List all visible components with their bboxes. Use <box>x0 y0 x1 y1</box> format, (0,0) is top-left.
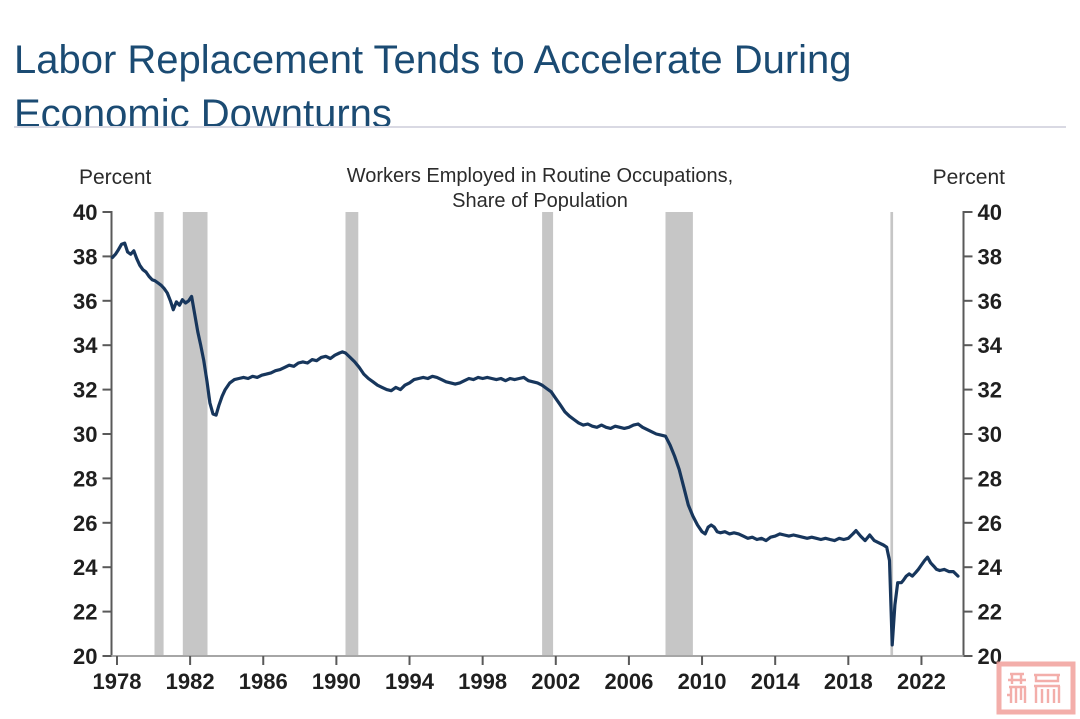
y-tick-label-left: 22 <box>73 600 97 625</box>
page-title-line1: Labor Replacement Tends to Accelerate Du… <box>14 37 852 82</box>
chart-title-line2: Share of Population <box>452 190 628 212</box>
left-axis-unit-label: Percent <box>79 166 152 189</box>
y-tick-label-left: 36 <box>73 289 97 314</box>
y-tick-label-right: 28 <box>978 466 1002 491</box>
x-tick-label: 2022 <box>897 669 946 694</box>
seal-stamp-watermark-icon <box>996 661 1076 715</box>
x-tick-label: 1982 <box>166 669 215 694</box>
recession-band <box>665 212 693 656</box>
title-divider <box>14 126 1066 128</box>
y-tick-label-right: 36 <box>978 289 1002 314</box>
y-tick-label-right: 30 <box>978 422 1002 447</box>
y-tick-label-left: 40 <box>73 200 97 225</box>
chart-title: Workers Employed in Routine Occupations,… <box>240 164 840 214</box>
y-tick-label-left: 32 <box>73 378 97 403</box>
x-tick-label: 1998 <box>458 669 507 694</box>
chart-title-line1: Workers Employed in Routine Occupations, <box>346 165 734 187</box>
y-tick-label-left: 30 <box>73 422 97 447</box>
x-tick-label: 1994 <box>385 669 435 694</box>
y-tick-label-left: 28 <box>73 466 97 491</box>
x-tick-label: 2006 <box>604 669 653 694</box>
y-tick-label-right: 24 <box>978 555 1003 580</box>
x-tick-label: 2002 <box>531 669 580 694</box>
y-tick-label-right: 34 <box>978 333 1003 358</box>
y-tick-label-right: 32 <box>978 378 1002 403</box>
y-tick-label-left: 34 <box>73 333 98 358</box>
y-tick-label-right: 26 <box>978 511 1002 536</box>
y-tick-label-left: 38 <box>73 244 97 269</box>
y-tick-label-right: 22 <box>978 600 1002 625</box>
recession-band <box>182 212 208 656</box>
y-tick-label-left: 26 <box>73 511 97 536</box>
x-tick-label: 2018 <box>824 669 873 694</box>
y-tick-label-left: 24 <box>73 555 98 580</box>
recession-band <box>345 212 359 656</box>
x-tick-label: 2010 <box>678 669 727 694</box>
recession-band <box>542 212 554 656</box>
x-tick-label: 1990 <box>312 669 361 694</box>
x-tick-label: 1986 <box>239 669 288 694</box>
page-title: Labor Replacement Tends to Accelerate Du… <box>14 33 1054 141</box>
data-series-line <box>110 241 960 647</box>
y-tick-label-left: 20 <box>73 644 97 669</box>
right-axis-unit-label: Percent <box>932 166 1005 189</box>
x-tick-label: 1978 <box>93 669 142 694</box>
page-title-line2: Economic Downturns <box>14 91 392 136</box>
recession-band <box>154 212 164 656</box>
x-tick-label: 2014 <box>751 669 801 694</box>
recession-band <box>890 212 894 656</box>
y-tick-label-right: 38 <box>978 244 1002 269</box>
y-tick-label-right: 40 <box>978 200 1002 225</box>
